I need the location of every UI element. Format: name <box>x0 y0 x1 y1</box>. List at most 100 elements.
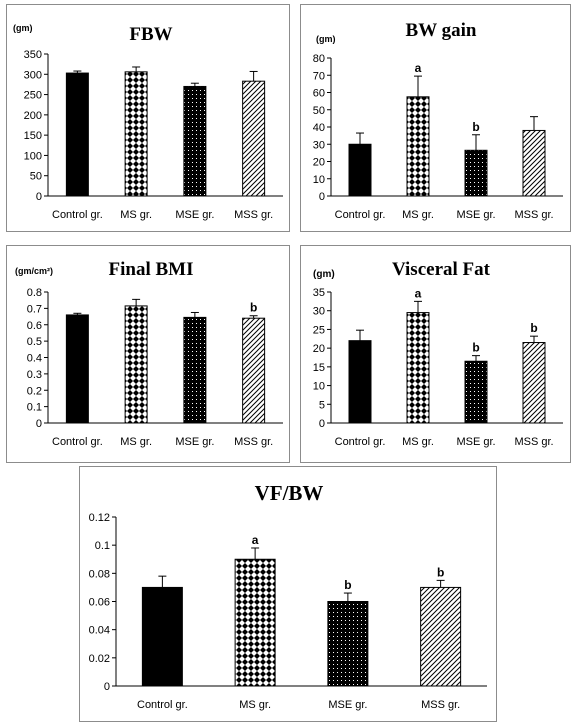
y-tick-label: 10 <box>313 174 325 186</box>
bar-ms-gr <box>234 558 276 687</box>
x-category-label: Control gr. <box>52 436 103 448</box>
y-tick-label: 0.1 <box>95 540 110 552</box>
y-tick-label: 200 <box>24 110 42 122</box>
y-tick-label: 0.7 <box>27 303 42 315</box>
y-tick-label: 50 <box>313 105 325 117</box>
x-category-label: MS gr. <box>120 209 152 221</box>
x-category-label: MS gr. <box>239 699 271 711</box>
x-category-label: MS gr. <box>402 209 434 221</box>
y-unit-label: (gm) <box>13 23 33 33</box>
y-tick-label: 0.1 <box>27 402 42 414</box>
y-tick-label: 70 <box>313 70 325 82</box>
bar-ms-gr <box>124 71 148 197</box>
y-tick-label: 20 <box>313 343 325 355</box>
significance-label: b <box>472 341 479 355</box>
chart-title: VF/BW <box>255 481 324 505</box>
significance-label: b <box>472 120 479 134</box>
y-unit-label: (gm) <box>313 269 335 280</box>
bar-mse-gr <box>183 85 207 197</box>
significance-label: b <box>344 578 351 592</box>
chart-svg-visceral-fat: Visceral Fat (gm) 0 5 10 15 20 25 30 35 Control gr… <box>313 259 563 448</box>
y-tick-label: 30 <box>313 306 325 318</box>
x-category-label: Control gr. <box>335 436 386 448</box>
y-tick-label: 0 <box>104 681 110 693</box>
y-tick-label: 25 <box>313 324 325 336</box>
x-category-label: MSE gr. <box>456 209 495 221</box>
bar-ms-gr <box>406 312 430 424</box>
y-tick-label: 0.02 <box>89 653 110 665</box>
y-tick-label: 20 <box>313 157 325 169</box>
chart-title: Final BMI <box>109 259 194 280</box>
x-category-label: MSE gr. <box>328 699 367 711</box>
y-tick-label: 0.06 <box>89 597 110 609</box>
x-category-label: Control gr. <box>137 699 188 711</box>
bar-mse-gr <box>327 601 369 687</box>
y-tick-label: 0 <box>36 191 42 203</box>
chart-title: BW gain <box>406 20 477 41</box>
bar-mss-gr <box>242 317 266 424</box>
y-tick-label: 0.4 <box>27 353 42 365</box>
x-category-label: Control gr. <box>335 209 386 221</box>
y-tick-label: 5 <box>319 399 325 411</box>
significance-label: b <box>437 565 444 579</box>
bar-mse-gr <box>464 360 488 424</box>
x-category-label: MSS gr. <box>421 699 460 711</box>
chart-title: Visceral Fat <box>392 259 491 280</box>
bar-ms-gr <box>124 305 148 424</box>
y-tick-label: 0 <box>319 191 325 203</box>
y-tick-label: 150 <box>24 130 42 142</box>
y-unit-label: (gm) <box>316 34 336 44</box>
y-tick-label: 100 <box>24 150 42 162</box>
bar-control-gr <box>141 586 183 687</box>
y-tick-label: 0.08 <box>89 568 110 580</box>
chart-panel-final-bmi: Final BMI (gm/cm²) 0 0.1 0.2 0.3 0.4 0.5 0.6 0.7 0… <box>6 245 290 463</box>
bar-control-gr <box>65 314 89 424</box>
chart-title: FBW <box>129 24 172 45</box>
chart-svg-fbw: FBW (gm) 0 50 100 150 200 250 300 350 Control gr. M… <box>13 23 283 221</box>
y-tick-label: 15 <box>313 362 325 374</box>
x-category-label: MS gr. <box>402 436 434 448</box>
x-category-label: MSE gr. <box>175 209 214 221</box>
y-tick-label: 0.04 <box>89 625 110 637</box>
chart-svg-vf-bw: VF/BW 0 0.02 0.04 0.06 0.08 0.1 0.12 Control gr.… <box>89 481 487 711</box>
y-tick-label: 0.8 <box>27 287 42 299</box>
bar-control-gr <box>65 72 89 197</box>
y-tick-label: 10 <box>313 381 325 393</box>
bar-mss-gr <box>522 129 546 197</box>
x-category-label: MSS gr. <box>234 209 273 221</box>
y-tick-label: 0.12 <box>89 512 110 524</box>
x-category-label: MSS gr. <box>514 436 553 448</box>
chart-svg-bw-gain: BW gain (gm) 0 10 20 30 40 50 60 70 80 Control gr. a… <box>313 20 563 221</box>
x-category-label: Control gr. <box>52 209 103 221</box>
bar-mse-gr <box>183 316 207 424</box>
y-tick-label: 0.3 <box>27 369 42 381</box>
y-tick-label: 0 <box>36 418 42 430</box>
y-tick-label: 30 <box>313 139 325 151</box>
bar-mse-gr <box>464 149 488 197</box>
x-category-label: MSE gr. <box>175 436 214 448</box>
bar-mss-gr <box>522 342 546 424</box>
y-tick-label: 0.6 <box>27 320 42 332</box>
y-tick-label: 50 <box>30 171 42 183</box>
y-tick-label: 300 <box>24 69 42 81</box>
y-tick-label: 0.5 <box>27 336 42 348</box>
significance-label: a <box>415 61 422 75</box>
significance-label: a <box>252 533 259 547</box>
significance-label: b <box>250 301 257 315</box>
y-tick-label: 0.2 <box>27 385 42 397</box>
bar-ms-gr <box>406 96 430 197</box>
x-category-label: MSE gr. <box>456 436 495 448</box>
chart-panel-bw-gain: BW gain (gm) 0 10 20 30 40 50 60 70 80 Control gr. a… <box>300 4 571 232</box>
chart-panel-visceral-fat: Visceral Fat (gm) 0 5 10 15 20 25 30 35 Control gr… <box>300 245 571 463</box>
bar-mss-gr <box>242 80 266 197</box>
bar-mss-gr <box>420 586 462 687</box>
significance-label: a <box>415 286 422 300</box>
y-tick-label: 80 <box>313 53 325 65</box>
y-tick-label: 60 <box>313 88 325 100</box>
y-tick-label: 40 <box>313 122 325 134</box>
chart-panel-fbw: FBW (gm) 0 50 100 150 200 250 300 350 Control gr. M… <box>6 4 290 232</box>
chart-panel-vf-bw: VF/BW 0 0.02 0.04 0.06 0.08 0.1 0.12 Control gr.… <box>79 466 497 722</box>
x-category-label: MS gr. <box>120 436 152 448</box>
y-tick-label: 250 <box>24 90 42 102</box>
y-tick-label: 350 <box>24 49 42 61</box>
